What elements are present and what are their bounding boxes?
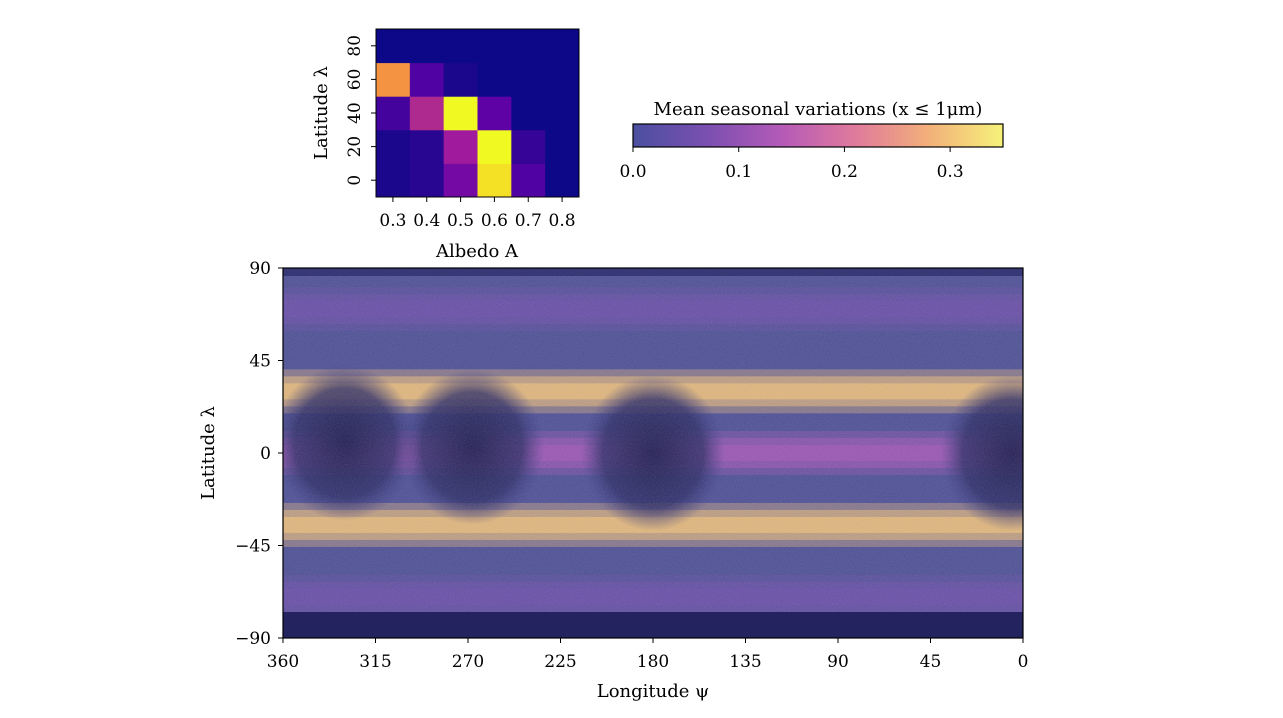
colorbar-tick-label: 0.0 — [619, 162, 646, 182]
heatmap-cell — [443, 62, 478, 97]
map-y-tick-label: −45 — [235, 537, 271, 557]
map-x-tick-label: 225 — [544, 652, 576, 672]
map-texture — [283, 268, 1023, 638]
heatmap-cell — [376, 62, 411, 97]
heatmap-cell — [477, 29, 512, 64]
heatmap-x-tick-label: 0.7 — [515, 211, 542, 231]
heatmap-y-tick-label: 20 — [345, 136, 365, 158]
heatmap-cell — [511, 29, 546, 64]
heatmap-cell — [545, 96, 580, 131]
map-x-tick-label: 270 — [452, 652, 484, 672]
map-y-tick-label: 0 — [260, 444, 271, 464]
colorbar-tick-label: 0.1 — [725, 162, 752, 182]
heatmap-cell — [376, 29, 411, 64]
heatmap-y-tick-label: 40 — [345, 102, 365, 124]
map-y-tick-label: 45 — [249, 352, 271, 372]
heatmap-x-ticks: 0.3 0.4 0.5 0.6 0.7 0.8 — [379, 197, 576, 231]
map-x-tick-label: 90 — [827, 652, 849, 672]
heatmap-cell — [409, 29, 445, 64]
heatmap-cell — [511, 62, 546, 97]
heatmap-y-tick-label: 60 — [345, 69, 365, 91]
map-x-tick-label: 360 — [267, 652, 299, 672]
heatmap-y-axis-title: Latitude λ — [311, 66, 332, 160]
heatmap-x-axis-title: Albedo A — [435, 241, 519, 262]
map-y-tick-label: −90 — [235, 629, 271, 649]
colorbar: Mean seasonal variations (x ≤ 1μm) 0.0 0.… — [619, 99, 1004, 182]
heatmap-cell — [443, 163, 478, 198]
map-south-pole — [283, 612, 1023, 638]
heatmap-y-tick-label: 0 — [345, 175, 365, 186]
map-y-axis-title: Latitude λ — [198, 406, 219, 500]
map-x-ticks: 360 315 270 225 180 135 90 45 0 — [267, 638, 1029, 672]
heatmap-cell — [376, 129, 411, 164]
heatmap-cell — [477, 62, 512, 97]
map-x-tick-label: 45 — [920, 652, 942, 672]
heatmap-cell — [511, 96, 546, 131]
heatmap-cell — [477, 96, 512, 131]
heatmap-cell — [409, 163, 445, 198]
heatmap-y-ticks: 0 20 40 60 80 — [345, 35, 376, 186]
colorbar-strip — [632, 123, 1004, 148]
colorbar-ticks: 0.0 0.1 0.2 0.3 — [619, 147, 964, 182]
latitude-longitude-map: 360 315 270 225 180 135 90 45 0 90 45 0 −45 −90 Long… — [198, 259, 1029, 702]
heatmap-cell — [443, 29, 478, 64]
heatmap-cell — [511, 163, 546, 198]
heatmap-cell — [443, 96, 478, 131]
heatmap-cell — [545, 163, 580, 198]
heatmap-cell — [443, 129, 478, 164]
heatmap-cell — [376, 163, 411, 198]
heatmap-x-tick-label: 0.3 — [379, 211, 406, 231]
colorbar-label: Mean seasonal variations (x ≤ 1μm) — [654, 99, 983, 120]
map-x-tick-label: 315 — [359, 652, 391, 672]
map-y-ticks: 90 45 0 −45 −90 — [235, 259, 283, 649]
heatmap-cell — [376, 96, 411, 131]
heatmap-cells — [376, 29, 580, 198]
heatmap-cell — [545, 62, 580, 97]
colorbar-tick-label: 0.3 — [937, 162, 964, 182]
heatmap-x-tick-label: 0.8 — [549, 211, 576, 231]
heatmap-x-tick-label: 0.4 — [413, 211, 440, 231]
heatmap-cell — [409, 96, 445, 131]
colorbar-tick-label: 0.2 — [831, 162, 858, 182]
map-x-tick-label: 135 — [729, 652, 761, 672]
map-x-tick-label: 0 — [1018, 652, 1029, 672]
heatmap-cell — [477, 163, 512, 198]
heatmap-x-tick-label: 0.5 — [447, 211, 474, 231]
map-y-tick-label: 90 — [249, 259, 271, 279]
heatmap-cell — [477, 129, 512, 164]
heatmap-cell — [409, 62, 445, 97]
heatmap-cell — [511, 129, 546, 164]
heatmap-y-tick-label: 80 — [345, 35, 365, 57]
albedo-latitude-heatmap: 0.3 0.4 0.5 0.6 0.7 0.8 0 20 40 60 80 Albedo A La… — [311, 28, 580, 262]
heatmap-x-tick-label: 0.6 — [481, 211, 508, 231]
map-x-tick-label: 180 — [637, 652, 669, 672]
heatmap-cell — [545, 129, 580, 164]
map-x-axis-title: Longitude ψ — [597, 681, 710, 702]
heatmap-cell — [545, 29, 580, 64]
heatmap-cell — [409, 129, 445, 164]
map-north-pole — [283, 268, 1023, 276]
